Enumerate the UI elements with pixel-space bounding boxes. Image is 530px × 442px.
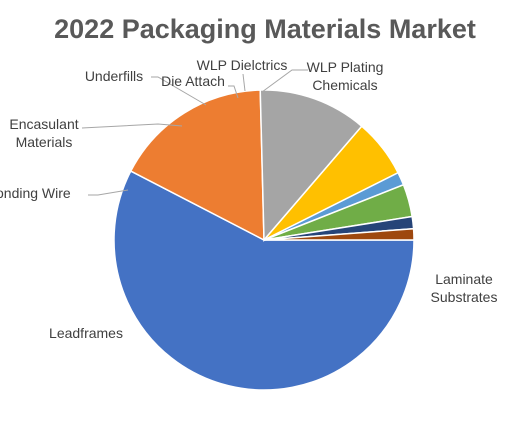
data-label-bonding-wire: onding Wire [0, 185, 71, 201]
data-label-laminate-substrates: Laminate Substrates [431, 271, 498, 305]
data-label-wlp-plating-chemicals: WLP Plating Chemicals [307, 59, 384, 93]
leader-line-wlp-dielctrics [242, 73, 246, 92]
chart-title: 2022 Packaging Materials Market [54, 14, 476, 44]
leader-line-bonding-wire [88, 189, 129, 196]
data-label-die-attach: Die Attach [161, 73, 225, 89]
data-label-encasulant-materials: Encasulant Materials [9, 116, 78, 150]
pie-slice-leadframes [129, 89, 265, 242]
data-label-underfills: Underfills [85, 68, 143, 84]
data-label-leadframes: Leadframes [49, 325, 123, 341]
leader-line-wlp-plating-chemicals [261, 69, 308, 93]
data-label-wlp-dielctrics: WLP Dielctrics [197, 57, 288, 73]
leader-line-encasulant-materials [81, 123, 183, 129]
pie-slice-laminate-substrates [113, 170, 415, 391]
leader-line-underfills [151, 76, 207, 106]
leader-line-die-attach [228, 85, 239, 99]
pie-slice-wlp-plating-chemicals [263, 227, 415, 241]
